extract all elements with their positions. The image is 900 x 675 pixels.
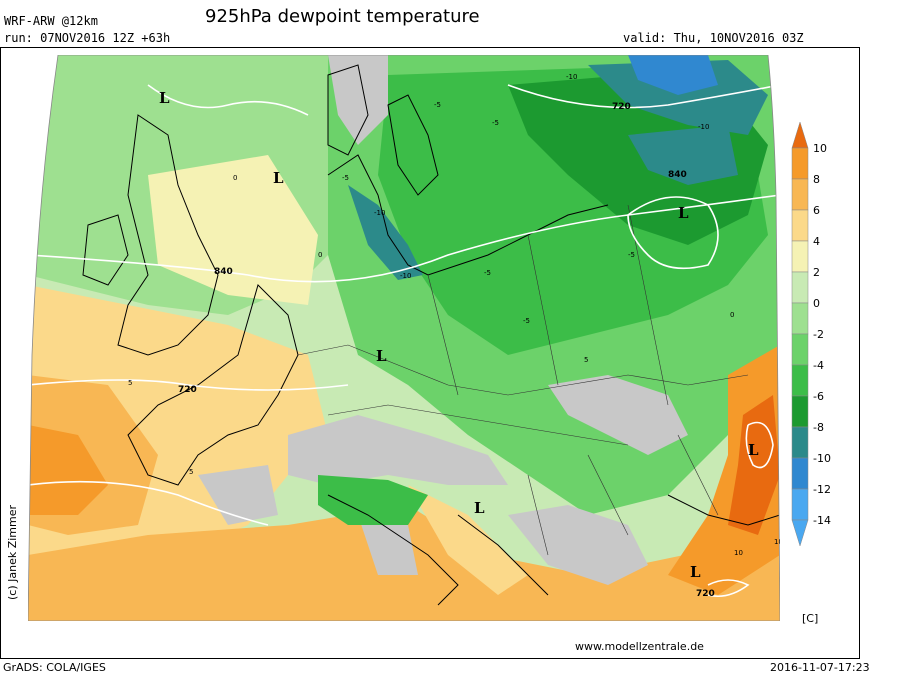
colorbar-tick-label: 2: [813, 266, 820, 279]
colorbar-segment: [791, 426, 809, 459]
low-pressure-label: L: [690, 563, 701, 581]
dewpoint-contour-label: 0: [318, 251, 322, 259]
colorbar-tick-label: -12: [813, 483, 831, 496]
chart-title: 925hPa dewpoint temperature: [205, 6, 480, 27]
colorbar-tick-label: -10: [813, 452, 831, 465]
colorbar-tick-label: -8: [813, 421, 824, 434]
colorbar: 10 8 6 4 2 0 -2 -4 -6 -8 -10 -12 -14: [791, 121, 831, 547]
terrain-alps: [288, 415, 508, 485]
low-pressure-label: L: [159, 89, 170, 107]
colorbar-tick-label: -14: [813, 514, 831, 527]
dewpoint-contour-label: -10: [566, 73, 577, 81]
field-green-alps: [318, 475, 428, 525]
low-pressure-label: L: [273, 169, 284, 187]
height-contour-label: 720: [696, 589, 715, 599]
colorbar-tick-label: 6: [813, 204, 820, 217]
field-blue-north: [628, 55, 718, 95]
dewpoint-contour-label: -5: [492, 119, 499, 127]
colorbar-segment: [791, 364, 809, 397]
dewpoint-contour-label: -5: [628, 251, 635, 259]
dewpoint-contour-label: -10: [400, 272, 411, 280]
low-pressure-label: L: [376, 347, 387, 365]
plot-frame: [0, 47, 860, 659]
terrain-iberia: [198, 465, 278, 525]
colorbar-top-arrow: [791, 121, 809, 149]
dewpoint-contour-label: 0: [730, 311, 734, 319]
height-contours: [28, 84, 780, 598]
low-pressure-label: L: [678, 204, 689, 222]
unit-label: [C]: [802, 612, 819, 625]
colorbar-tick-label: -4: [813, 359, 824, 372]
terrain-balkans: [508, 505, 648, 585]
colorbar-tick-label: 0: [813, 297, 820, 310]
low-pressure-label: L: [748, 441, 759, 459]
header-run: run: 07NOV2016 12Z +63h: [4, 31, 171, 45]
weather-map: L L L L L L L 840 720 720 840 720 -5 -10…: [28, 55, 780, 621]
field-teal-baltic: [348, 185, 423, 280]
terrain-carpathians: [548, 375, 688, 455]
dewpoint-contour-label: 5: [584, 356, 588, 364]
colorbar-tick-label: 4: [813, 235, 820, 248]
colorbar-bottom-arrow: [791, 519, 809, 547]
height-contour-label: 840: [668, 170, 687, 180]
colorbar-tick-label: 8: [813, 173, 820, 186]
colorbar-segment: [791, 240, 809, 273]
dewpoint-contour-label: 5: [128, 379, 132, 387]
dewpoint-contour-label: 5: [189, 468, 193, 476]
colorbar-tick-label: -2: [813, 328, 824, 341]
header-model: WRF-ARW @12km: [4, 14, 98, 28]
colorbar-segment: [791, 147, 809, 180]
dewpoint-contour-label: -5: [342, 174, 349, 182]
dewpoint-contour-label: 0: [233, 174, 237, 182]
colorbar-segment: [791, 209, 809, 242]
website-label: www.modellzentrale.de: [575, 640, 704, 653]
colorbar-segment: [791, 488, 809, 521]
copyright-label: (c) Janek Zimmer: [6, 504, 19, 600]
colorbar-segment: [791, 457, 809, 490]
dewpoint-contour-label: 10: [774, 538, 780, 546]
height-contour-label: 720: [178, 385, 197, 395]
map-outline: [28, 55, 780, 621]
dewpoint-contour-label: -10: [698, 123, 709, 131]
field-yellow-adriatic: [408, 485, 528, 595]
height-contour-label: 720: [612, 102, 631, 112]
dewpoint-contour-label: -10: [374, 209, 385, 217]
dewpoint-contour-label: -5: [523, 317, 530, 325]
terrain-apennines: [358, 515, 418, 575]
field-teal-north: [588, 60, 768, 135]
field-teal-east: [628, 125, 738, 185]
timestamp-label: 2016-11-07-17:23: [770, 661, 870, 674]
dewpoint-contour-label: -5: [484, 269, 491, 277]
colorbar-tick-label: 10: [813, 142, 827, 155]
low-pressure-label: L: [474, 499, 485, 517]
colorbar-segment: [791, 395, 809, 428]
dewpoint-contour-label: -5: [434, 101, 441, 109]
dewpoint-contour-label: 10: [734, 549, 743, 557]
colorbar-tick-label: -6: [813, 390, 824, 403]
colorbar-segment: [791, 178, 809, 211]
colorbar-segment: [791, 302, 809, 335]
grads-label: GrADS: COLA/IGES: [3, 661, 106, 674]
field-darkorange-biscay: [28, 425, 108, 515]
colorbar-segment: [791, 271, 809, 304]
height-contour-label: 840: [214, 267, 233, 277]
colorbar-segment: [791, 333, 809, 366]
terrain-norway: [328, 55, 388, 145]
header-valid: valid: Thu, 10NOV2016 03Z: [623, 31, 804, 45]
